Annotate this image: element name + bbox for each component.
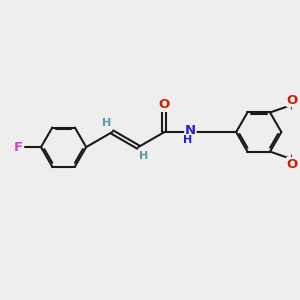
Text: O: O — [287, 158, 298, 171]
Text: F: F — [14, 141, 23, 154]
Text: H: H — [184, 135, 193, 145]
Text: N: N — [185, 124, 196, 137]
Text: H: H — [102, 118, 112, 128]
Text: O: O — [287, 94, 298, 106]
Text: H: H — [139, 152, 148, 161]
Text: O: O — [159, 98, 170, 111]
